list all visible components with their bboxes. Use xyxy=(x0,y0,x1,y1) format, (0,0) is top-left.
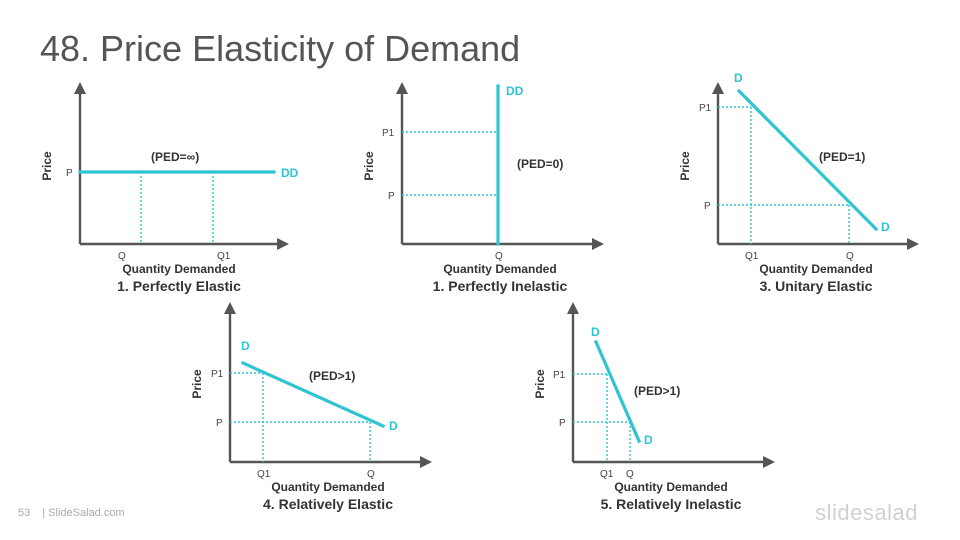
curve-label-end: D xyxy=(644,433,653,447)
chart-relatively-inelastic: P1 P Q1 Q (PED>1) D D Price Quantity Dem… xyxy=(533,302,775,512)
x-tick-q: Q xyxy=(118,251,126,262)
curve-label-end: DD xyxy=(281,166,299,180)
x-tick-q: Q xyxy=(367,469,375,480)
ped-annotation: (PED>1) xyxy=(309,369,355,383)
x-tick-q1: Q1 xyxy=(745,251,759,262)
ped-annotation: (PED=0) xyxy=(517,157,563,171)
slide-title: 48. Price Elasticity of Demand xyxy=(40,28,521,69)
y-axis-label: Price xyxy=(40,151,54,181)
y-tick-p: P xyxy=(388,191,395,202)
chart-relatively-elastic: P1 P Q1 Q (PED>1) D D Price Quantity Dem… xyxy=(190,302,432,512)
chart-title: 3. Unitary Elastic xyxy=(760,278,873,294)
x-axis-label: Quantity Demanded xyxy=(271,480,384,494)
curve-label-end: D xyxy=(389,419,398,433)
y-tick-p1: P1 xyxy=(553,370,566,381)
footer-link[interactable]: | SlideSalad.com xyxy=(42,507,125,519)
chart-perfectly-elastic: P Q Q1 (PED=∞) DD Price Quantity Demande… xyxy=(40,82,299,294)
y-tick-p: P xyxy=(66,168,73,179)
x-axis-label: Quantity Demanded xyxy=(614,480,727,494)
chart-title: 1. Perfectly Inelastic xyxy=(433,278,568,294)
x-tick-q1: Q1 xyxy=(600,469,614,480)
chart-title: 1. Perfectly Elastic xyxy=(117,278,241,294)
curve-label-end: DD xyxy=(506,84,524,98)
chart-unitary-elastic: P1 P Q1 Q (PED=1) D D Price Quantity Dem… xyxy=(678,71,919,294)
y-tick-p1: P1 xyxy=(699,103,712,114)
x-tick-q: Q xyxy=(846,251,854,262)
x-tick-q1: Q1 xyxy=(217,251,231,262)
demand-curve xyxy=(593,339,642,444)
ped-annotation: (PED=∞) xyxy=(151,150,199,164)
x-tick-q1: Q1 xyxy=(257,469,271,480)
page-number: 53 xyxy=(18,507,31,519)
chart-title: 5. Relatively Inelastic xyxy=(601,496,742,512)
x-axis-label: Quantity Demanded xyxy=(443,262,556,276)
demand-curve xyxy=(736,88,879,232)
x-tick-q: Q xyxy=(495,251,503,262)
y-tick-p1: P1 xyxy=(382,128,395,139)
y-tick-p: P xyxy=(559,418,566,429)
brand-logo: slidesalad xyxy=(815,500,918,525)
chart-perfectly-inelastic: P1 P Q (PED=0) DD Price Quantity Demande… xyxy=(362,82,604,294)
y-axis-label: Price xyxy=(533,369,547,399)
y-tick-p: P xyxy=(216,418,223,429)
chart-title: 4. Relatively Elastic xyxy=(263,496,393,512)
curve-label-end: D xyxy=(881,220,890,234)
curve-label-start: D xyxy=(241,339,250,353)
curve-label-start: D xyxy=(591,325,600,339)
x-axis-label: Quantity Demanded xyxy=(122,262,235,276)
y-tick-p: P xyxy=(704,201,711,212)
footer: 53 | SlideSalad.com xyxy=(18,507,125,519)
ped-annotation: (PED=1) xyxy=(819,150,865,164)
curve-label-start: D xyxy=(734,71,743,85)
x-axis-label: Quantity Demanded xyxy=(759,262,872,276)
y-axis-label: Price xyxy=(362,151,376,181)
y-axis-label: Price xyxy=(678,151,692,181)
ped-annotation: (PED>1) xyxy=(634,384,680,398)
y-axis-label: Price xyxy=(190,369,204,399)
y-tick-p1: P1 xyxy=(211,369,224,380)
x-tick-q: Q xyxy=(626,469,634,480)
demand-curve xyxy=(240,360,386,429)
